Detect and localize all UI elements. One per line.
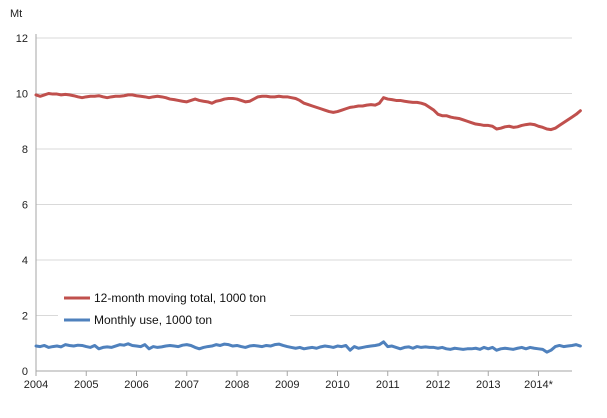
- x-tick-label: 2010: [325, 379, 349, 391]
- x-tick-label: 2004: [24, 379, 48, 391]
- grid-layer: [36, 37, 572, 316]
- x-tick-label: 2011: [376, 379, 400, 391]
- series-line-monthly: [34, 340, 582, 354]
- y-tick-label: 4: [22, 255, 28, 267]
- legend-label-moving-total: 12-month moving total, 1000 ton: [94, 291, 266, 305]
- legend-label-monthly: Monthly use, 1000 ton: [94, 313, 212, 327]
- series-layer: [34, 92, 582, 354]
- y-tick-label: 0: [22, 366, 28, 378]
- x-tick-label: 2013: [476, 379, 500, 391]
- legend: 12-month moving total, 1000 ton Monthly u…: [58, 284, 290, 332]
- y-tick-label: 12: [16, 33, 28, 45]
- x-tick-label: 2012: [426, 379, 450, 391]
- y-tick-label: 6: [22, 200, 28, 212]
- x-tick-label: 2007: [175, 379, 199, 391]
- x-tick-label: 2008: [225, 379, 249, 391]
- y-tick-label: 8: [22, 144, 28, 156]
- x-tick-label: 2014*: [524, 379, 553, 391]
- legend-background: [58, 284, 290, 332]
- axis-layer: 0 2 4 6 8 10 12 2004 2005 2006 2007 2008 2009 2010 201…: [16, 33, 572, 391]
- y-unit-label: Mt: [10, 8, 22, 20]
- y-tick-label: 10: [16, 89, 28, 101]
- x-tick-label: 2005: [74, 379, 98, 391]
- x-tick-label: 2006: [124, 379, 148, 391]
- series-line-moving-total: [34, 92, 582, 132]
- x-tick-label: 2009: [275, 379, 299, 391]
- y-tick-label: 2: [22, 311, 28, 323]
